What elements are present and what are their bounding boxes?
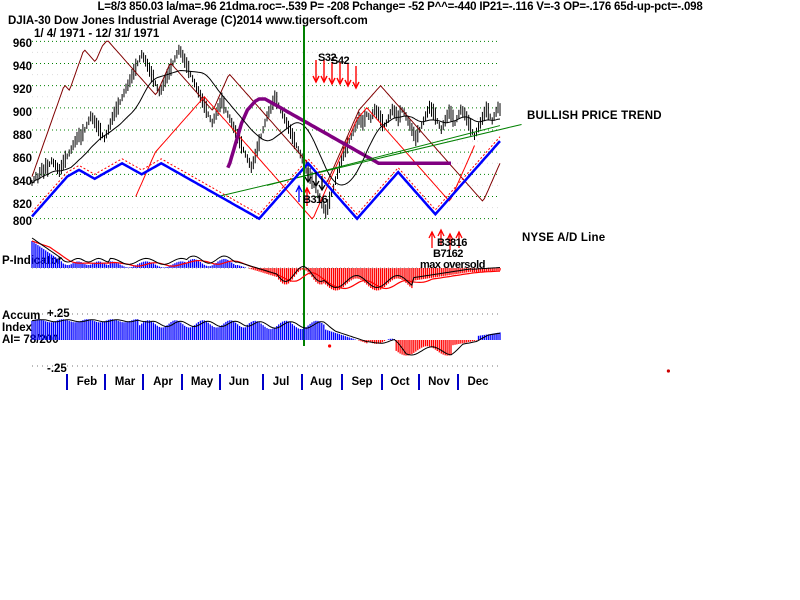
month-tick [301,374,303,390]
month-label-aug: Aug [309,376,333,388]
header-stats-line: L=8/3 850.03 la/ma=.96 21dma.roc=-.539 P… [97,1,703,13]
month-label-feb: Feb [76,376,98,388]
month-label-jul: Jul [272,376,290,388]
price-axis-label-920: 920 [12,84,32,96]
bullish-price-trend-note: BULLISH PRICE TREND [527,110,662,122]
month-tick [66,374,68,390]
month-label-may: May [190,376,214,388]
accum-index-value: AI= 78/200 [2,334,59,346]
price-axis-label-960: 960 [12,38,32,50]
month-label-sep: Sep [351,376,373,388]
nyse-ad-line-note: NYSE A/D Line [522,232,606,244]
month-tick [418,374,420,390]
month-label-nov: Nov [428,376,450,388]
month-tick [181,374,183,390]
vertical-cursor-line[interactable] [303,26,305,346]
buy-signal-label-b316: B316 [303,194,328,206]
price-axis-label-820: 820 [12,199,32,211]
month-label-jun: Jun [228,376,250,388]
accum-scale-bottom: -.25 [47,363,67,375]
header-symbol-line: DJIA-30 Dow Jones Industrial Average (C)… [8,15,368,27]
accum-index-label-line2: Index [2,322,33,334]
accum-scale-top: +.25 [47,308,70,320]
sell-signal-label-s32: S32 [318,52,337,64]
price-axis-label-840: 840 [12,176,32,188]
buy-signal-label-b3816: B3816 [437,237,467,249]
month-tick [341,374,343,390]
month-tick [219,374,221,390]
month-label-oct: Oct [390,376,410,388]
month-tick [142,374,144,390]
price-axis-label-880: 880 [12,130,32,142]
header-date-range: 1/ 4/ 1971 - 12/ 31/ 1971 [34,28,160,40]
month-tick [104,374,106,390]
sell-signal-label-s42: S42 [331,55,350,67]
price-axis-label-900: 900 [12,107,32,119]
buy-signal-label-b7162: B7162 [433,248,463,260]
accum-index-label-line1: Accum [2,310,41,322]
month-label-dec: Dec [467,376,489,388]
month-label-mar: Mar [114,376,136,388]
price-axis-label-860: 860 [12,153,32,165]
month-tick [457,374,459,390]
price-axis-label-940: 940 [12,61,32,73]
month-tick [262,374,264,390]
month-label-apr: Apr [153,376,173,388]
month-axis: Feb Mar Apr May Jun Jul Aug Sep Oct Nov … [0,374,520,400]
month-tick [381,374,383,390]
price-axis-label-800: 800 [12,216,32,228]
